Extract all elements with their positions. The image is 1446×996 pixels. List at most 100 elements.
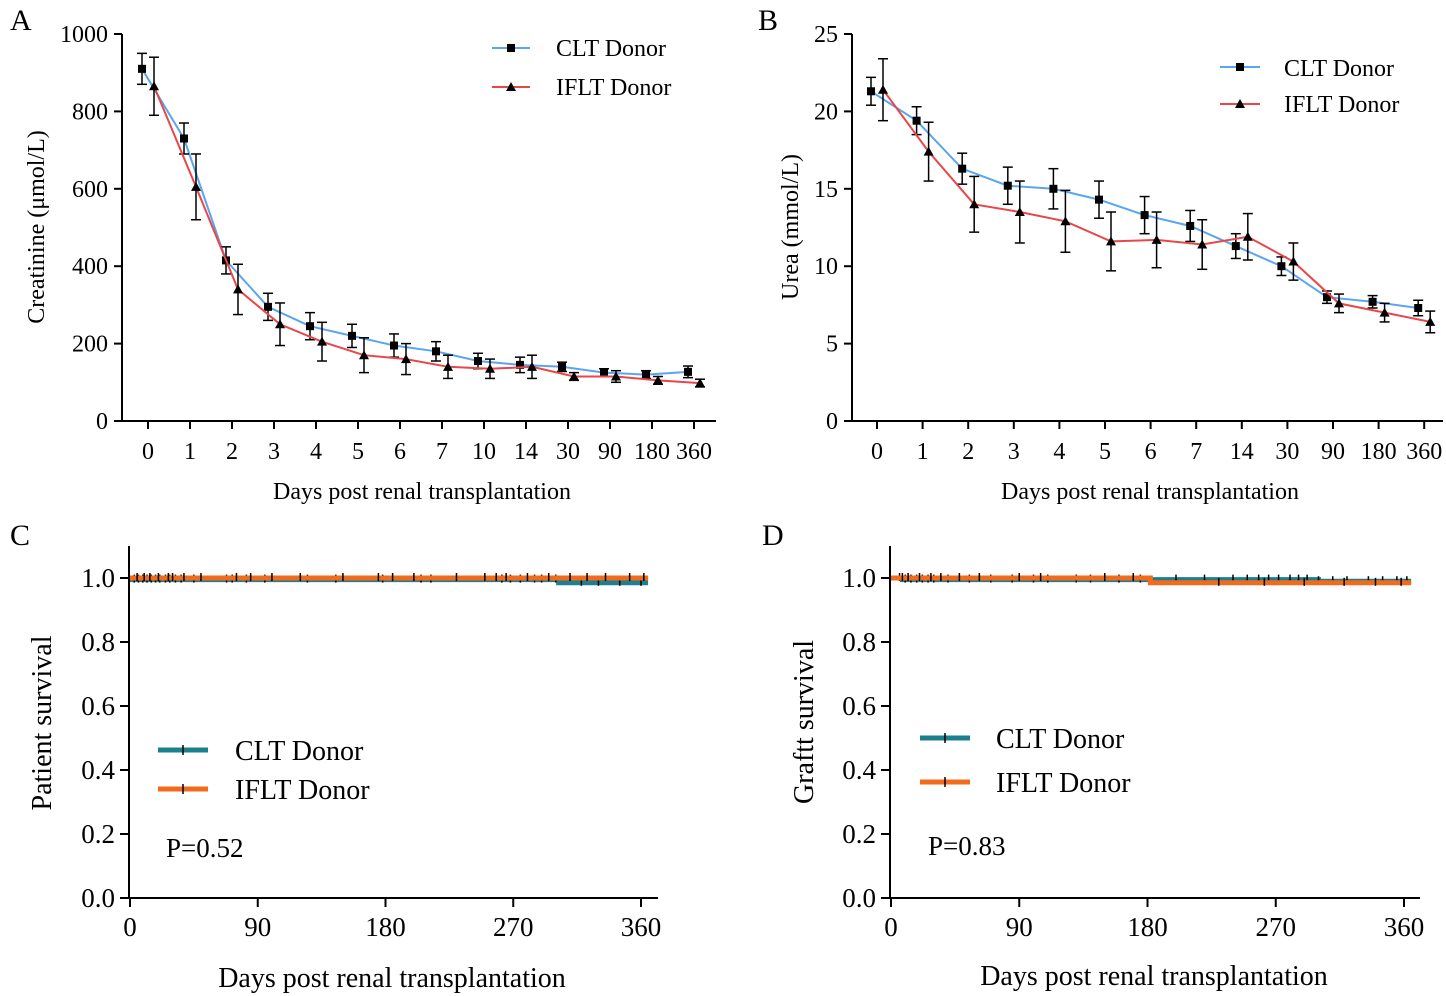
panel-a-xlabel: Days post renal transplantation — [273, 479, 571, 505]
data-point — [1368, 297, 1377, 306]
data-point — [1323, 293, 1331, 302]
panel-b: B 0 5 10 15 20 25 0 1 2 3 4 5 6 7 14 30 90 180 360 CLT Don… — [758, 4, 1443, 505]
x-tick-label: 360 — [1384, 912, 1425, 942]
data-point — [264, 302, 272, 311]
data-point — [1151, 234, 1162, 244]
km-curve-iflt — [891, 575, 1412, 586]
panel-letter-c: C — [10, 519, 30, 552]
x-tick-label: 90 — [244, 912, 271, 942]
x-tick-label: 5 — [352, 439, 364, 465]
legend-clt-label: CLT Donor — [1284, 56, 1394, 82]
y-tick-label: 0.0 — [81, 883, 115, 913]
y-tick-label: 0.8 — [842, 627, 876, 657]
data-point — [1334, 298, 1344, 308]
x-tick-label: 3 — [1008, 439, 1020, 465]
data-point — [642, 370, 650, 379]
data-point — [191, 181, 201, 191]
data-point — [958, 164, 967, 173]
x-tick-label: 1 — [917, 439, 929, 465]
legend-iflt-marker — [506, 82, 516, 91]
panel-d-pvalue: P=0.83 — [928, 831, 1006, 861]
data-point — [653, 375, 663, 385]
x-tick-label: 360 — [621, 912, 662, 942]
legend-clt-marker — [1236, 63, 1244, 71]
legend-clt-label: CLT Donor — [996, 724, 1125, 755]
panel-a-ylabel: Creatinine (μmol/L) — [24, 130, 50, 323]
y-tick-label: 800 — [72, 99, 108, 125]
data-point — [1140, 211, 1149, 220]
y-tick-label: 1000 — [60, 22, 108, 48]
panel-letter-a: A — [10, 4, 32, 37]
legend-clt-label: CLT Donor — [235, 736, 364, 767]
x-tick-label: 6 — [1145, 439, 1157, 465]
y-tick-label: 0.0 — [842, 883, 876, 913]
data-point — [878, 84, 888, 94]
y-tick-label: 0.6 — [81, 691, 115, 721]
panel-c-axes: 0.0 0.2 0.4 0.6 0.8 1.0 0 90 180 270 360 — [81, 546, 661, 942]
data-point — [684, 367, 692, 376]
panel-b-series — [866, 58, 1436, 334]
x-tick-label: 90 — [1321, 439, 1345, 465]
data-point — [569, 371, 579, 381]
x-tick-label: 6 — [394, 439, 406, 465]
y-tick-label: 1.0 — [842, 563, 876, 593]
panel-d: D 0.0 0.2 0.4 0.6 0.8 1.0 0 90 180 270 360 CLT Don… — [762, 519, 1424, 992]
panel-d-series — [891, 573, 1412, 586]
panel-b-xlabel: Days post renal transplantation — [1001, 479, 1299, 505]
data-point — [275, 319, 285, 329]
x-tick-label: 3 — [268, 439, 280, 465]
panel-d-legend: CLT Donor IFLT Donor — [920, 724, 1131, 799]
x-tick-label: 4 — [310, 439, 322, 465]
x-tick-label: 180 — [1127, 912, 1168, 942]
data-point — [600, 368, 608, 377]
x-tick-label: 90 — [1006, 912, 1033, 942]
legend-iflt-label: IFLT Donor — [235, 775, 370, 806]
x-tick-label: 0 — [871, 439, 883, 465]
x-tick-label: 7 — [436, 439, 448, 465]
panel-b-ylabel: Urea (mmol/L) — [778, 154, 804, 300]
data-point — [1414, 303, 1423, 312]
data-point — [390, 341, 398, 350]
data-point — [516, 360, 524, 369]
data-point — [912, 116, 921, 125]
data-point — [867, 87, 875, 96]
legend-iflt-marker — [1235, 99, 1245, 108]
x-tick-label: 180 — [365, 912, 406, 942]
panel-c-ylabel: Patient survival — [27, 635, 58, 810]
y-tick-label: 10 — [814, 254, 838, 280]
data-point — [485, 363, 495, 373]
y-tick-label: 0.6 — [842, 691, 876, 721]
data-point — [149, 81, 159, 91]
panel-letter-b: B — [758, 4, 778, 37]
series-line-iflt — [882, 89, 1431, 323]
series-line-iflt — [153, 85, 701, 385]
data-point — [348, 331, 356, 340]
y-tick-label: 200 — [72, 332, 108, 358]
x-tick-label: 90 — [598, 439, 622, 465]
x-tick-label: 1 — [184, 439, 196, 465]
data-point — [1014, 207, 1025, 217]
panel-d-xlabel: Days post renal transplantation — [980, 961, 1328, 992]
data-point — [432, 347, 440, 356]
data-point — [474, 357, 482, 366]
data-point — [1425, 316, 1436, 326]
y-tick-label: 0 — [826, 409, 838, 435]
x-tick-label: 0 — [142, 439, 154, 465]
panel-c-pvalue: P=0.52 — [166, 833, 244, 863]
x-tick-label: 14 — [1230, 439, 1254, 465]
x-tick-label: 30 — [556, 439, 580, 465]
panel-a-series — [137, 52, 705, 388]
panel-a-legend: CLT Donor IFLT Donor — [492, 36, 671, 101]
y-tick-label: 1.0 — [81, 563, 115, 593]
data-point — [1003, 181, 1012, 190]
x-tick-label: 4 — [1053, 439, 1065, 465]
x-tick-label: 2 — [226, 439, 238, 465]
x-tick-label: 2 — [962, 439, 974, 465]
data-point — [317, 336, 327, 346]
panel-c: C 0.0 0.2 0.4 0.6 0.8 1.0 0 90 180 270 360 CLT Don… — [10, 519, 661, 994]
y-tick-label: 0.2 — [842, 819, 876, 849]
y-tick-label: 600 — [72, 177, 108, 203]
x-tick-label: 180 — [1361, 439, 1397, 465]
data-point — [138, 64, 146, 73]
